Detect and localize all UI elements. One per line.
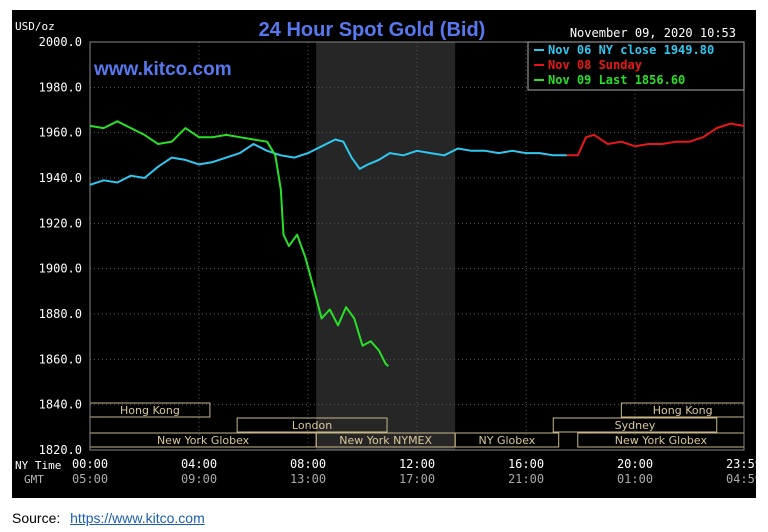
- session-label: New York Globex: [615, 434, 708, 447]
- chart-svg: Hong Kong London New York Globex New York N…: [12, 10, 756, 498]
- gmt-time-tick: 13:00: [290, 472, 326, 486]
- y-tick-label: 1860.0: [39, 352, 82, 366]
- y-tick-label: 1960.0: [39, 126, 82, 140]
- session-label: Hong Kong: [653, 404, 713, 417]
- legend-entry: Nov 09 Last 1856.60: [548, 73, 685, 87]
- ny-time-tick: 08:00: [290, 457, 326, 471]
- y-tick-label: 1980.0: [39, 80, 82, 94]
- legend-entry: Nov 06 NY close 1949.80: [548, 43, 714, 57]
- y-tick-label: 2000.0: [39, 35, 82, 49]
- gold-chart: Hong Kong London New York Globex New York N…: [12, 10, 756, 498]
- watermark-text: www.kitco.com: [93, 59, 232, 80]
- gmt-time-tick: 04:59: [726, 472, 756, 486]
- session-box: [454, 432, 560, 448]
- y-tick-label: 1880.0: [39, 307, 82, 321]
- ny-time-tick: 20:00: [617, 457, 653, 471]
- y-tick-label: 1920.0: [39, 216, 82, 230]
- gmt-time-tick: 05:00: [72, 472, 108, 486]
- legend-box: [527, 41, 745, 91]
- source-label: Source:: [12, 510, 61, 526]
- session-label: London: [292, 419, 332, 432]
- plot-frame: [89, 41, 745, 451]
- ny-time-tick: 12:00: [399, 457, 435, 471]
- series-line: [89, 138, 567, 186]
- y-axis: 2000.0 1980.0 1960.0 1940.0 1920.0 1900.0 1880…: [39, 35, 82, 457]
- gmt-time-tick: 09:00: [181, 472, 217, 486]
- ny-time-tick: 00:00: [72, 457, 108, 471]
- chart-title: 24 Hour Spot Gold (Bid): [259, 19, 486, 41]
- series-line: [89, 120, 390, 367]
- series-line: [566, 122, 745, 157]
- session-box: [552, 417, 718, 433]
- chart-timestamp: November 09, 2020 10:53: [570, 26, 736, 40]
- source-link[interactable]: https://www.kitco.com: [70, 510, 205, 526]
- legend-entry: Nov 08 Sunday: [548, 58, 642, 72]
- y-tick-label: 1900.0: [39, 262, 82, 276]
- ny-time-tick: 04:00: [181, 457, 217, 471]
- session-label: Hong Kong: [120, 404, 180, 417]
- nymex-shaded-region: [316, 42, 456, 450]
- ny-time-tick: 23:59: [726, 457, 756, 471]
- session-label: Sydney: [615, 419, 656, 432]
- session-label: NY Globex: [479, 434, 536, 447]
- session-label: New York NYMEX: [339, 434, 432, 447]
- session-label: New York Globex: [157, 434, 250, 447]
- gmt-time-tick: 17:00: [399, 472, 435, 486]
- source-line: Source: https://www.kitco.com: [12, 510, 205, 526]
- gmt-time-tick: 01:00: [617, 472, 653, 486]
- price-series: [89, 120, 745, 367]
- ny-time-label: NY Time: [15, 459, 61, 472]
- ny-time-tick: 16:00: [508, 457, 544, 471]
- gmt-time-tick: 21:00: [508, 472, 544, 486]
- y-tick-label: 1820.0: [39, 443, 82, 457]
- y-tick-label: 1840.0: [39, 398, 82, 412]
- y-axis-unit: USD/oz: [15, 20, 55, 33]
- gmt-label: GMT: [24, 473, 44, 486]
- session-box: [236, 417, 388, 433]
- y-tick-label: 1940.0: [39, 171, 82, 185]
